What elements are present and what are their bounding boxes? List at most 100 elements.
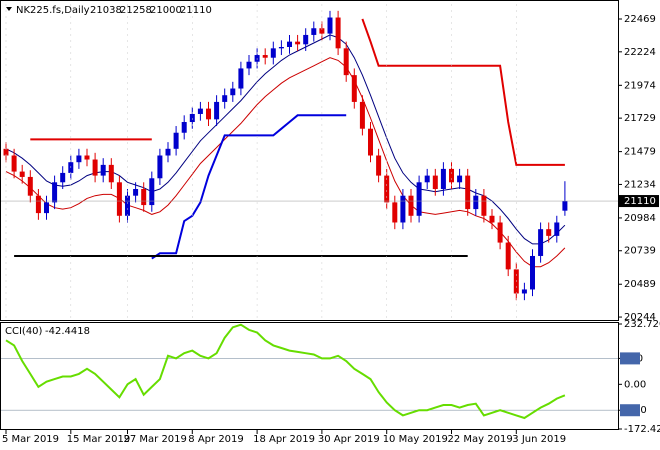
ohlc-open: 21038 bbox=[90, 5, 122, 16]
candle-body bbox=[278, 46, 284, 49]
candle-body bbox=[530, 255, 535, 290]
candle-body bbox=[181, 122, 187, 133]
ohlc-close: 21110 bbox=[180, 5, 212, 16]
candle-body bbox=[554, 222, 560, 236]
candle-body bbox=[303, 34, 309, 45]
chart-title: NK225.fs,Daily bbox=[16, 5, 90, 16]
candle-body bbox=[505, 242, 511, 270]
price-tag bbox=[619, 195, 659, 208]
candle-body bbox=[327, 17, 333, 34]
candle-body bbox=[287, 41, 292, 47]
candle-body bbox=[214, 101, 220, 120]
candle-body bbox=[165, 148, 171, 156]
x-tick-label: 30 Apr 2019 bbox=[318, 434, 380, 445]
x-tick-label: 27 Mar 2019 bbox=[124, 434, 187, 445]
candle-body bbox=[197, 108, 203, 114]
candle-body bbox=[44, 202, 49, 214]
candle-body bbox=[246, 61, 252, 69]
candle-body bbox=[189, 113, 195, 123]
candle-body bbox=[481, 195, 487, 216]
candle-body bbox=[238, 68, 244, 89]
y-tick-label: 20244 bbox=[624, 312, 656, 323]
candle-body bbox=[149, 178, 155, 206]
level-tag bbox=[620, 404, 640, 417]
candle-body bbox=[457, 175, 463, 183]
candle-body bbox=[392, 202, 398, 223]
candle-body bbox=[424, 175, 430, 183]
candle-body bbox=[343, 48, 349, 76]
candle-body bbox=[319, 28, 325, 34]
y-tick-label: 0.00 bbox=[624, 379, 646, 390]
candle-body bbox=[27, 176, 33, 196]
x-tick-label: 22 May 2019 bbox=[448, 434, 513, 445]
candle-body bbox=[465, 175, 471, 210]
x-tick-label: 5 Mar 2019 bbox=[2, 434, 59, 445]
candle-body bbox=[311, 28, 317, 35]
candle-body bbox=[546, 229, 552, 236]
candle-body bbox=[157, 155, 163, 179]
candle-body bbox=[125, 195, 130, 216]
y-tick-label: 21729 bbox=[624, 113, 656, 124]
candle-body bbox=[538, 229, 544, 256]
indicator-line bbox=[5, 34, 566, 245]
y-tick-label: 21974 bbox=[624, 80, 656, 91]
y-tick-label: 20739 bbox=[624, 246, 656, 257]
candle-body bbox=[230, 88, 236, 96]
ohlc-low: 21000 bbox=[150, 5, 182, 16]
y-tick-label: 22224 bbox=[624, 47, 656, 58]
candle-body bbox=[368, 128, 373, 156]
y-tick-label: -172.429 bbox=[624, 424, 660, 435]
candle-body bbox=[116, 182, 122, 216]
candle-body bbox=[408, 195, 414, 216]
cci-frame bbox=[0, 322, 619, 430]
cci-title: CCI(40) bbox=[5, 326, 43, 337]
candle-body bbox=[359, 101, 365, 129]
candle-body bbox=[497, 222, 503, 243]
ohlc-high: 21258 bbox=[120, 5, 152, 16]
y-tick-label: 21234 bbox=[624, 179, 656, 190]
candle-body bbox=[262, 55, 268, 58]
candle-body bbox=[351, 75, 357, 102]
x-tick-label: 8 Apr 2019 bbox=[188, 434, 243, 445]
candle-body bbox=[295, 41, 301, 45]
candle-body bbox=[173, 132, 179, 149]
collapse-icon bbox=[6, 7, 12, 11]
x-tick-label: 18 Apr 2019 bbox=[253, 434, 315, 445]
level-tag bbox=[620, 352, 640, 365]
candle-body bbox=[84, 155, 90, 160]
candle-body bbox=[141, 188, 147, 206]
candle-body bbox=[19, 171, 25, 177]
x-tick-label: 15 Mar 2019 bbox=[67, 434, 130, 445]
candle-body bbox=[100, 164, 106, 176]
candle-body bbox=[489, 215, 495, 223]
y-tick-label: 21479 bbox=[624, 147, 656, 158]
y-tick-label: 20984 bbox=[624, 213, 656, 224]
y-tick-label: 232.7208 bbox=[624, 319, 660, 330]
cci-line bbox=[5, 323, 566, 420]
candle-body bbox=[432, 175, 438, 189]
candle-body bbox=[76, 155, 82, 163]
candle-body bbox=[52, 182, 58, 203]
indicator-line bbox=[361, 18, 565, 166]
candle-body bbox=[60, 172, 66, 183]
candle-body bbox=[400, 195, 406, 223]
candle-body bbox=[11, 155, 17, 172]
candle-body bbox=[222, 95, 228, 102]
y-tick-label: 22469 bbox=[624, 14, 656, 25]
candle-body bbox=[416, 182, 422, 216]
candle-body bbox=[521, 289, 527, 294]
cci-value: -42.4418 bbox=[45, 326, 90, 337]
candle-body bbox=[562, 201, 568, 211]
x-tick-label: 3 Jun 2019 bbox=[512, 434, 566, 445]
candle-body bbox=[92, 159, 98, 176]
candle-body bbox=[108, 164, 114, 183]
candle-body bbox=[35, 195, 41, 214]
candle-body bbox=[440, 168, 446, 189]
candle-body bbox=[133, 188, 139, 196]
candle-body bbox=[449, 168, 454, 183]
price-tag-label: 21110 bbox=[624, 196, 656, 207]
candle-body bbox=[335, 17, 341, 49]
candle-body bbox=[270, 48, 276, 58]
y-tick-label: 20489 bbox=[624, 279, 656, 290]
